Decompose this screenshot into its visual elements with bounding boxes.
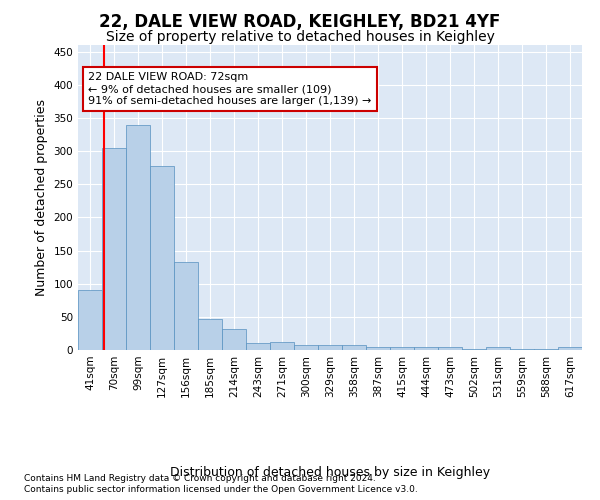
Bar bbox=[462, 348, 486, 350]
Y-axis label: Number of detached properties: Number of detached properties bbox=[35, 99, 48, 296]
Bar bbox=[198, 319, 222, 350]
Bar bbox=[318, 344, 342, 350]
Text: Contains HM Land Registry data © Crown copyright and database right 2024.: Contains HM Land Registry data © Crown c… bbox=[24, 474, 376, 483]
Bar bbox=[294, 346, 318, 350]
Bar bbox=[414, 348, 438, 350]
Bar bbox=[150, 166, 174, 350]
Bar bbox=[246, 344, 270, 350]
Bar bbox=[438, 348, 462, 350]
Text: Size of property relative to detached houses in Keighley: Size of property relative to detached ho… bbox=[106, 30, 494, 44]
Bar bbox=[222, 329, 246, 350]
Bar bbox=[270, 342, 294, 350]
Bar bbox=[534, 348, 558, 350]
Text: 22 DALE VIEW ROAD: 72sqm
← 9% of detached houses are smaller (109)
91% of semi-d: 22 DALE VIEW ROAD: 72sqm ← 9% of detache… bbox=[88, 72, 371, 106]
X-axis label: Distribution of detached houses by size in Keighley: Distribution of detached houses by size … bbox=[170, 466, 490, 479]
Bar bbox=[390, 348, 414, 350]
Bar bbox=[342, 346, 366, 350]
Bar bbox=[366, 348, 390, 350]
Bar bbox=[102, 148, 126, 350]
Bar bbox=[126, 124, 150, 350]
Bar bbox=[510, 348, 534, 350]
Bar bbox=[558, 346, 582, 350]
Text: Contains public sector information licensed under the Open Government Licence v3: Contains public sector information licen… bbox=[24, 485, 418, 494]
Text: 22, DALE VIEW ROAD, KEIGHLEY, BD21 4YF: 22, DALE VIEW ROAD, KEIGHLEY, BD21 4YF bbox=[100, 12, 500, 30]
Bar bbox=[174, 262, 198, 350]
Bar bbox=[486, 348, 510, 350]
Bar bbox=[78, 290, 102, 350]
